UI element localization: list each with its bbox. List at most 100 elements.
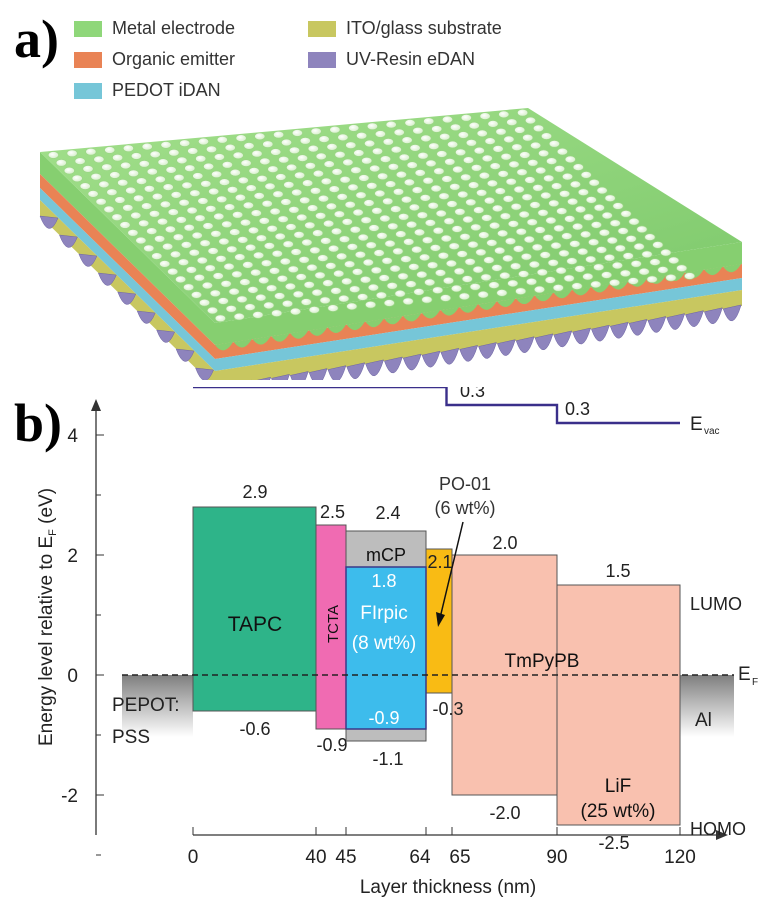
layer-name: (25 wt%)	[581, 801, 656, 822]
electrode-dot	[250, 209, 262, 217]
electrode-dot	[287, 265, 299, 274]
electrode-dot	[370, 266, 382, 275]
electrode-dot	[191, 231, 203, 240]
electrode-dot	[538, 149, 550, 157]
electrode-dot	[213, 212, 225, 221]
electrode-dot	[302, 179, 314, 187]
electrode-dot	[609, 219, 621, 227]
electrode-dot	[371, 207, 383, 215]
layer-name: PO-01	[439, 474, 491, 494]
electrode-dot	[292, 290, 304, 299]
electrode-dot	[434, 269, 446, 277]
electrode-dot	[341, 218, 353, 226]
electrode-dot	[441, 115, 453, 124]
electrode-dot	[229, 228, 241, 236]
electrode-dot	[157, 217, 169, 226]
electrode-dot	[247, 286, 259, 294]
emitter-scallop	[610, 281, 629, 290]
electrode-dot	[499, 212, 511, 220]
electrode-dot	[547, 259, 559, 267]
resin-bump	[647, 316, 667, 333]
electrode-dot	[176, 156, 188, 165]
electrode-dot	[201, 281, 213, 290]
electrode-dot	[237, 176, 249, 185]
electrode-dot	[258, 276, 270, 285]
electrode-dot	[236, 295, 248, 304]
stack-front-layer	[215, 278, 742, 371]
electrode-dot	[461, 275, 473, 283]
legend-swatch	[74, 20, 102, 37]
electrode-dot	[315, 152, 327, 161]
lumo-value: 2.1	[427, 552, 452, 572]
electrode-dot	[193, 274, 205, 282]
electrode-dot	[476, 189, 488, 197]
electrode-dot	[300, 298, 312, 306]
electrode-dot	[668, 256, 680, 265]
resin-bump	[628, 319, 648, 336]
electrode-dot	[364, 139, 376, 148]
electrode-dot	[338, 235, 350, 243]
electrode-dot	[619, 269, 631, 278]
resin-bump	[609, 321, 629, 339]
electrode-dot	[451, 225, 463, 233]
layer-name: TmPyPB	[505, 651, 580, 672]
electrode-dot	[103, 205, 115, 214]
electrode-dot	[162, 183, 174, 191]
electrode-dot	[266, 284, 278, 292]
electrode-dot	[449, 183, 461, 191]
resin-bump	[534, 333, 554, 351]
electrode-dot	[419, 253, 431, 262]
electrode-dot	[336, 252, 348, 261]
electrode-dot	[421, 236, 433, 244]
emitter-scallop	[233, 339, 252, 348]
electrode-dot	[385, 120, 397, 129]
electrode-dot	[376, 232, 388, 240]
electrode-dot	[564, 155, 576, 164]
layer-name: (6 wt%)	[434, 498, 495, 518]
vacuum-label: E	[690, 414, 703, 435]
electrode-dot	[351, 268, 363, 276]
electrode-dot	[181, 181, 193, 190]
electrode-dot	[513, 185, 525, 194]
electrode-dot	[344, 260, 356, 268]
emitter-scallop	[516, 295, 535, 305]
electrode-dot	[558, 249, 570, 258]
homo-label: HOMO	[690, 819, 746, 839]
electrode-dot	[425, 159, 437, 168]
electrode-dot	[413, 228, 425, 237]
x-tick-label: 120	[664, 847, 696, 868]
electrode-dot	[534, 226, 546, 234]
resin-bump	[459, 345, 479, 362]
electrode-dot	[221, 161, 233, 169]
lumo-value: 2.0	[492, 533, 517, 553]
electrode-dot	[539, 251, 551, 259]
electrode-dot	[341, 277, 353, 286]
electrode-dot	[320, 237, 332, 245]
emitter-scallop	[346, 321, 365, 331]
electrode-dot	[555, 266, 567, 275]
electrode-dot	[183, 283, 195, 291]
electrode-dot	[336, 193, 348, 201]
electrode-dot	[323, 219, 335, 228]
electrode-dot	[260, 259, 272, 267]
electrode-dot	[175, 275, 187, 284]
electrode-dot	[329, 125, 341, 134]
electrode-dot	[363, 199, 375, 207]
electrode-dot	[328, 185, 340, 193]
electrode-dot	[151, 192, 163, 201]
electrode-dot	[423, 117, 435, 125]
legend-item: PEDOT iDAN	[74, 80, 221, 101]
stack-side-layer	[40, 152, 215, 345]
electrode-dot	[524, 116, 536, 125]
electrode-dot	[255, 293, 267, 302]
electrode-dot	[403, 178, 415, 187]
electrode-dot	[330, 227, 342, 236]
electrode-dot	[392, 247, 404, 256]
electrode-dot	[510, 202, 522, 211]
electrode-dot	[125, 186, 137, 195]
electrode-dot	[349, 285, 361, 293]
electrode-dot	[130, 211, 142, 220]
electrode-dot	[553, 224, 565, 233]
electrode-dot	[195, 154, 207, 163]
electrode-dot	[478, 171, 490, 180]
